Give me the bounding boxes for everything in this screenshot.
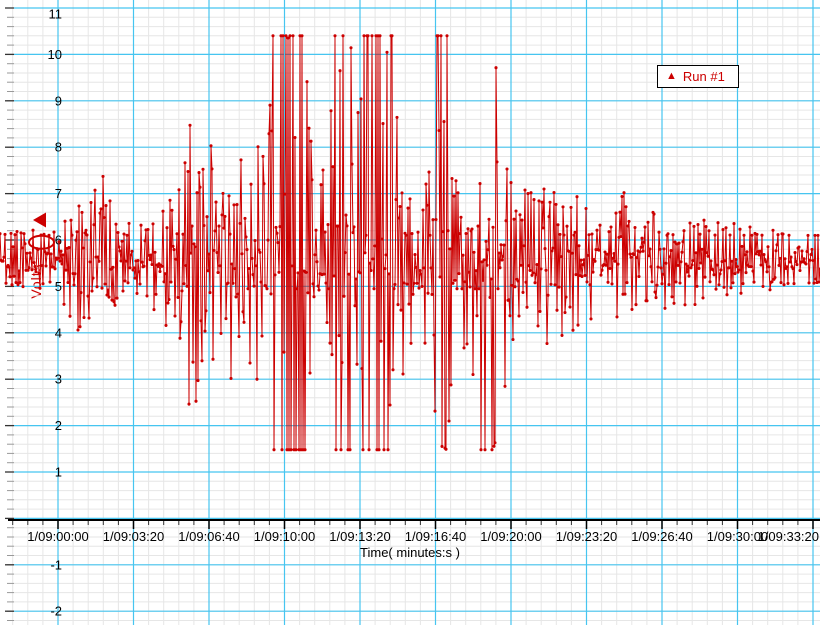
x-tick-label: 1/09:30:00 [707,529,768,544]
x-tick-label: 1/09:16:40 [405,529,466,544]
y-tick-label: 7 [55,186,62,201]
y-tick-label: 6 [55,233,62,248]
trace-points [0,34,820,452]
y-tick-label: 3 [55,372,62,387]
x-tick-label: 1/09:26:40 [631,529,692,544]
legend-series-label: Run #1 [682,69,725,84]
current-value-marker-icon [33,212,46,228]
x-tick-label: 1/09:03:20 [103,529,164,544]
tick-labels: 11 10 9 8 7 6 5 4 3 2 1 -1 -2 1/09:00:00 1/09:03:20 1/0… [27,7,819,619]
x-tick-label: 1/09:23:20 [556,529,617,544]
y-tick-label: 9 [55,93,62,108]
y-tick-label: -1 [50,557,62,572]
y-tick-label: 4 [55,325,62,340]
x-tick-label: 1/09:00:00 [27,529,88,544]
x-tick-label: 1/09:10:00 [254,529,315,544]
x-tick-label: 1/09:33:20 [758,529,819,544]
y-tick-label: 2 [55,418,62,433]
x-tick-label: 1/09:13:20 [329,529,390,544]
x-tick-label: 1/09:20:00 [480,529,541,544]
y-tick-label: -2 [50,604,62,619]
y-tick-label: 10 [48,47,62,62]
trace-run1 [0,34,820,452]
y-tick-label: 11 [49,7,63,22]
x-axis-title: Time( minutes:s ) [360,545,460,560]
x-tick-label: 1/09:06:40 [178,529,239,544]
y-tick-label: 1 [55,465,62,480]
y-tick-label: 8 [55,140,62,155]
axes-and-ticks [5,7,820,621]
legend-box[interactable]: ▲ Run #1 [657,65,739,88]
series-triangle-icon: ▲ [666,70,677,82]
y-tick-label: 5 [55,279,62,294]
trace-line [0,35,820,451]
